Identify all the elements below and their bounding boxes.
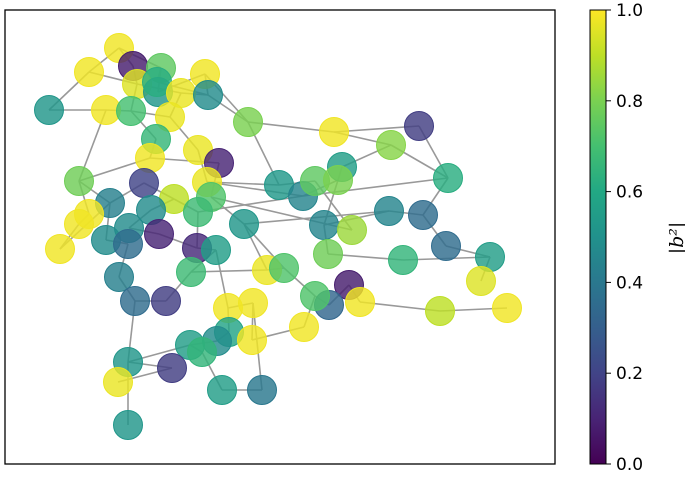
colorbar-label: |b²| (666, 222, 685, 255)
node-59 (388, 245, 418, 275)
node-46 (309, 210, 339, 240)
colorbar-tick-label-3: 0.6 (616, 183, 643, 203)
node-76 (157, 353, 187, 383)
node-65 (238, 288, 268, 318)
node-67 (425, 296, 455, 326)
node-54 (151, 286, 181, 316)
node-18 (376, 130, 406, 160)
colorbar-tick-label-5: 1.0 (616, 1, 643, 21)
colorbar-ticks: 0.0 0.2 0.4 0.6 0.8 1.0 (606, 1, 643, 475)
node-77 (103, 367, 133, 397)
node-58 (313, 239, 343, 269)
node-80 (113, 410, 143, 440)
node-55 (176, 257, 206, 287)
node-13 (155, 102, 185, 132)
node-37 (64, 209, 94, 239)
node-42 (144, 219, 174, 249)
node-16 (319, 117, 349, 147)
colorbar-tick-label-4: 0.8 (616, 92, 643, 112)
edge-29 (302, 177, 449, 197)
node-48 (374, 196, 404, 226)
node-66 (289, 312, 319, 342)
node-0 (34, 95, 64, 125)
node-10 (193, 80, 223, 110)
node-15 (233, 107, 263, 137)
node-45 (229, 209, 259, 239)
node-50 (431, 231, 461, 261)
node-12 (116, 96, 146, 126)
node-27 (129, 168, 159, 198)
node-1 (74, 57, 104, 87)
colorbar-tick-label-0: 0.0 (616, 455, 643, 475)
colorbar-gradient (589, 9, 607, 465)
node-49 (408, 200, 438, 230)
node-61 (345, 287, 375, 317)
node-52 (104, 262, 134, 292)
node-44 (201, 235, 231, 265)
plot-frame (4, 9, 556, 465)
node-47 (337, 215, 367, 245)
node-57 (269, 253, 299, 283)
node-78 (207, 375, 237, 405)
node-21 (135, 143, 165, 173)
node-25 (64, 166, 94, 196)
colorbar-tick-label-1: 0.2 (616, 364, 643, 384)
colorbar-tick-label-2: 0.4 (616, 273, 643, 293)
node-38 (45, 234, 75, 264)
node-68 (466, 266, 496, 296)
node-74 (187, 337, 217, 367)
node-41 (113, 229, 143, 259)
colorbar: 0.0 0.2 0.4 0.6 0.8 1.0 |b²| (589, 1, 685, 475)
node-72 (237, 325, 267, 355)
node-63 (300, 281, 330, 311)
node-69 (492, 293, 522, 323)
node-31 (183, 197, 213, 227)
node-79 (247, 375, 277, 405)
node-53 (120, 286, 150, 316)
node-20 (433, 163, 463, 193)
node-17 (404, 111, 434, 141)
node-layer (34, 33, 522, 440)
node-35 (323, 165, 353, 195)
